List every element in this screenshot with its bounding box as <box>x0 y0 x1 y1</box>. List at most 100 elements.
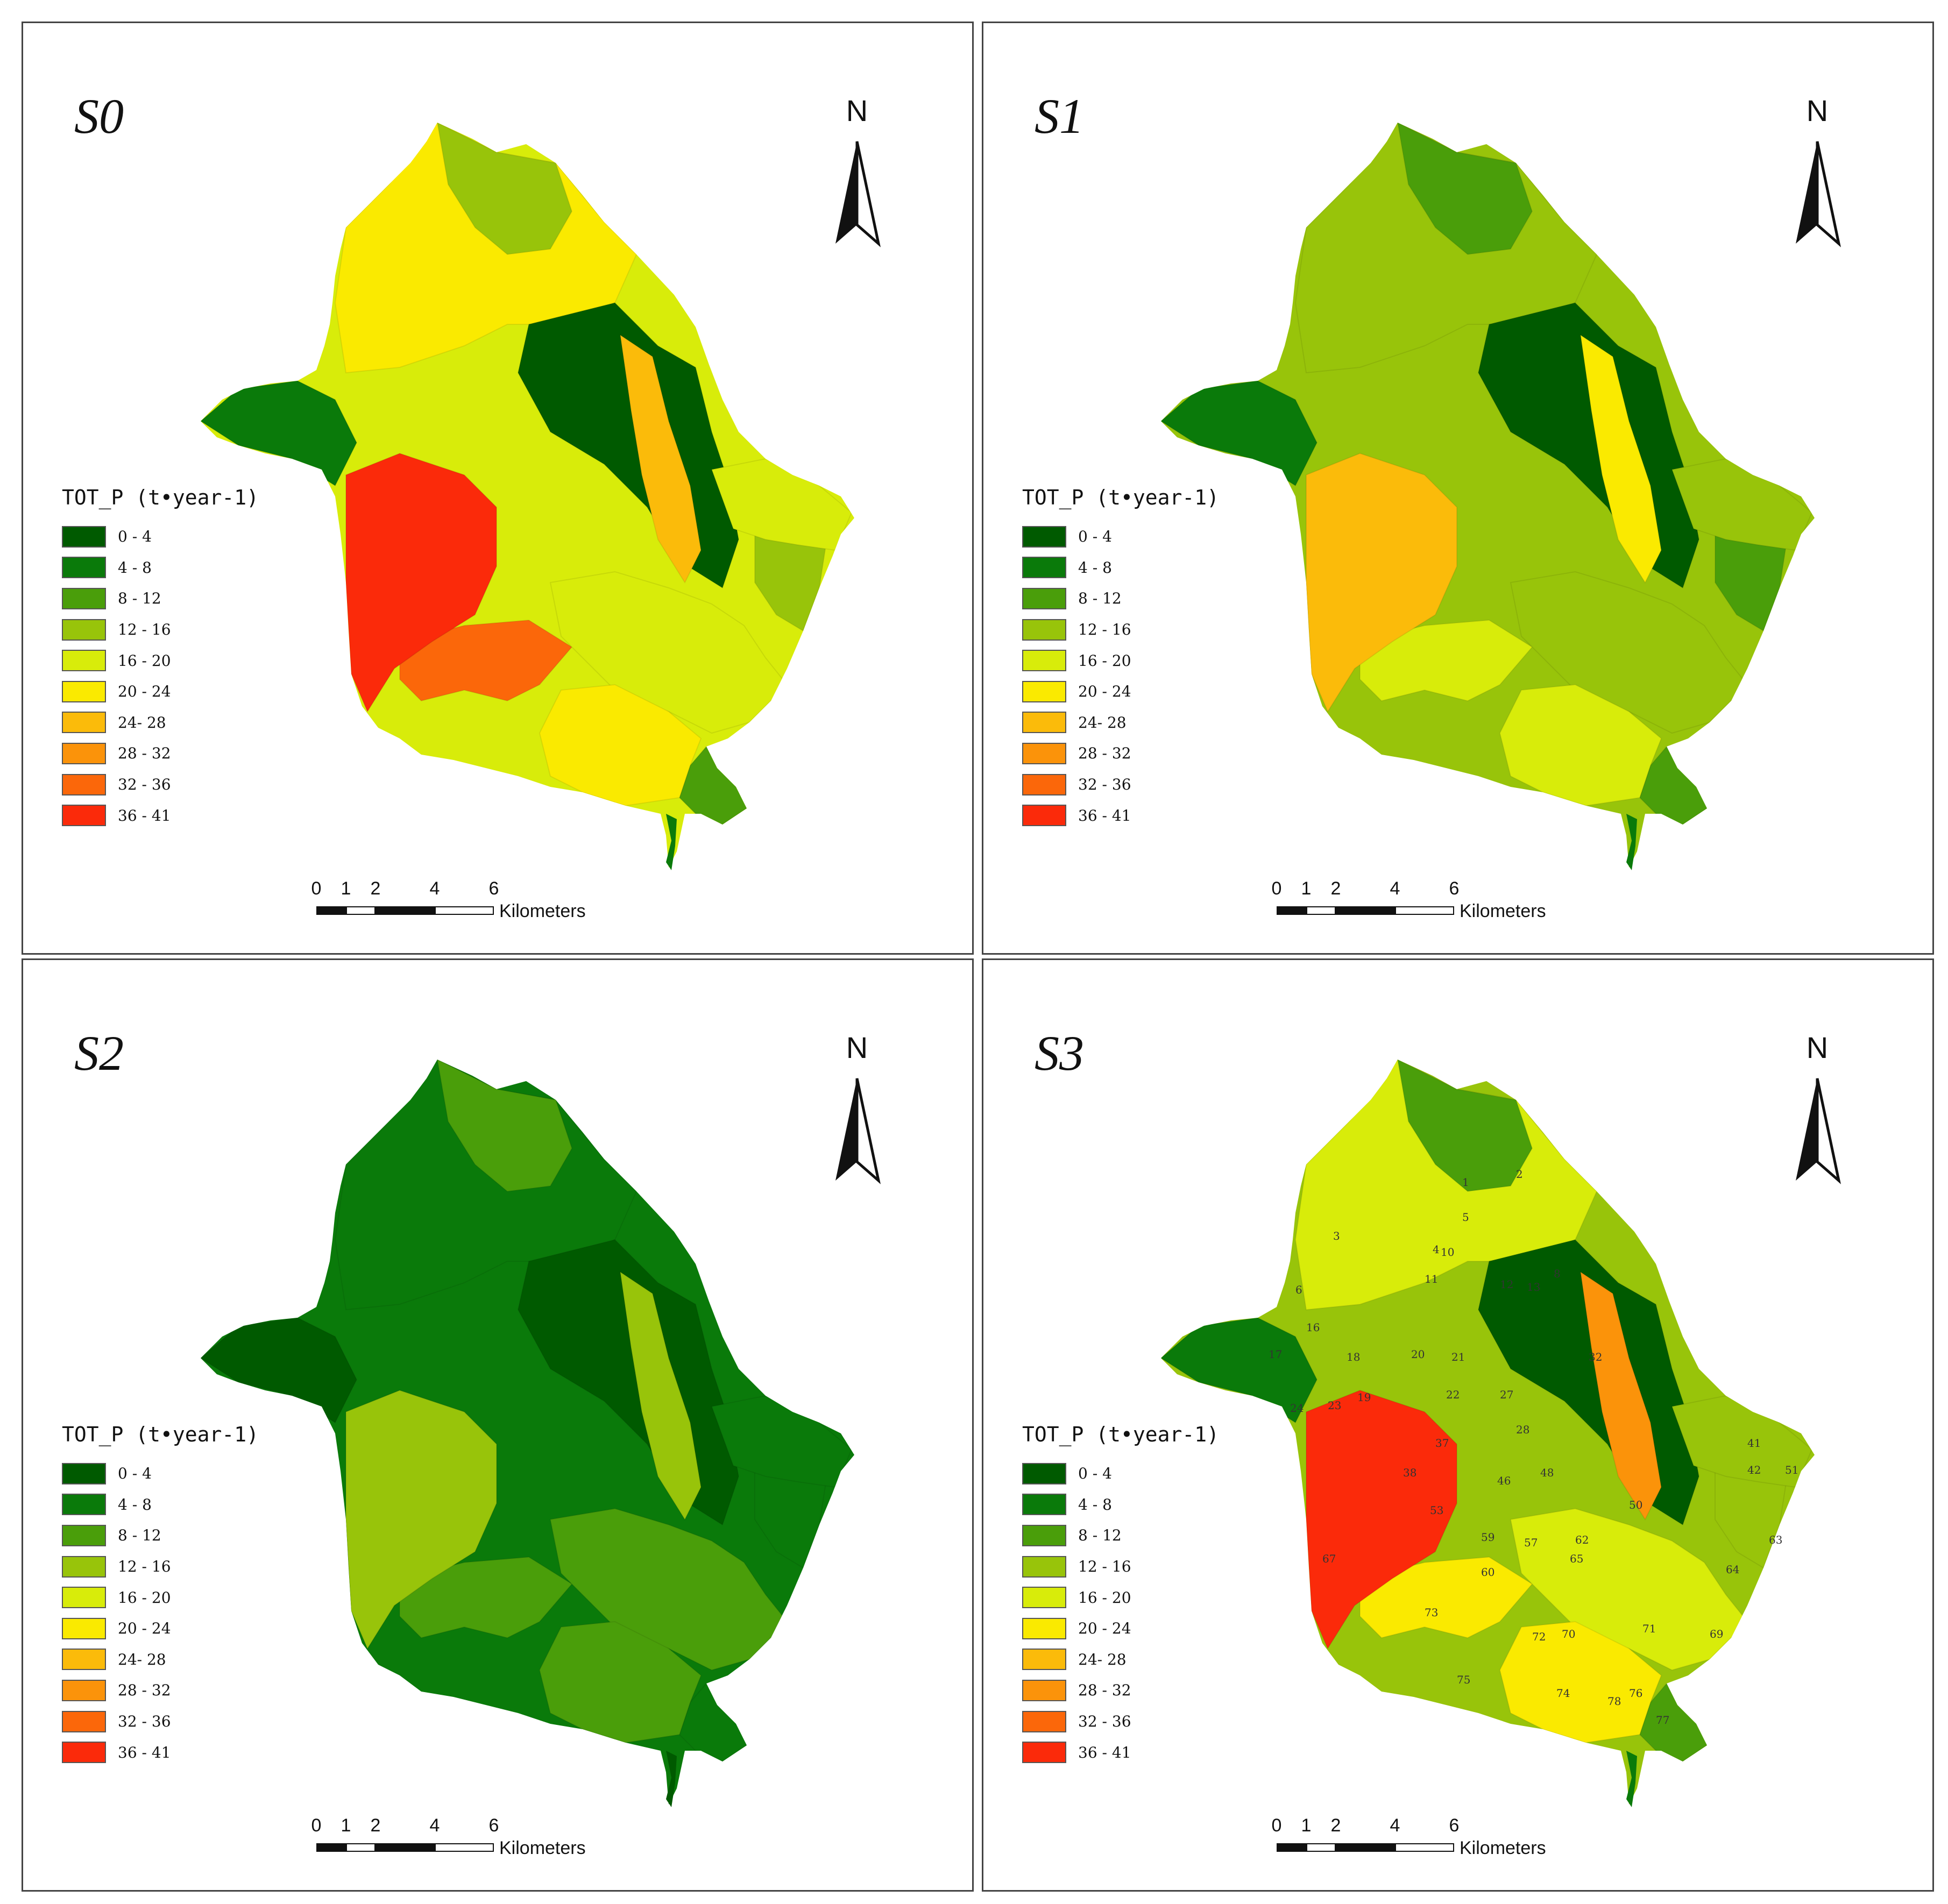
subbasin-label: 51 <box>1785 1463 1798 1476</box>
subbasin-region <box>549 571 788 734</box>
legend-label: 20 - 24 <box>1078 1619 1131 1638</box>
scale-segment <box>1395 1843 1454 1852</box>
legend-swatch <box>62 525 106 548</box>
subbasin-label: 67 <box>1322 1552 1336 1565</box>
legend-item: 0 - 4 <box>1022 1458 1219 1489</box>
legend-label: 12 - 16 <box>118 1558 171 1576</box>
subbasin-label: 1 <box>1462 1176 1469 1189</box>
scale-tick-label: 4 <box>1390 878 1400 899</box>
legend-swatch <box>62 1710 106 1732</box>
legend-title: TOT_P (t•year-1) <box>1022 486 1220 509</box>
legend-swatch <box>1022 1555 1066 1578</box>
subbasin-region <box>345 452 497 713</box>
scale-tick-label: 4 <box>1390 1815 1400 1836</box>
scale-tick-label: 1 <box>341 878 351 899</box>
subbasin-label: 42 <box>1747 1463 1761 1476</box>
outlet-stream <box>666 1751 677 1807</box>
scale-units: Kilometers <box>499 901 586 921</box>
subbasin-label: 72 <box>1532 1630 1546 1643</box>
legend-swatch <box>62 1742 106 1764</box>
scale-segment <box>435 906 494 915</box>
legend-item: 28 - 32 <box>62 738 259 769</box>
scale-tick-label: 4 <box>429 1815 440 1836</box>
legend-swatch <box>62 680 106 702</box>
watershed-map <box>201 1060 854 1807</box>
legend-item: 4 - 8 <box>62 552 259 584</box>
subbasin-label: 75 <box>1457 1673 1470 1686</box>
scale-bar: 0 1 2 4 6 Kilometers <box>1272 1815 1578 1858</box>
subbasin-label: 38 <box>1403 1466 1416 1479</box>
legend-swatch <box>62 587 106 609</box>
legend-label: 8 - 12 <box>1078 1526 1122 1545</box>
legend-swatch <box>1022 712 1066 734</box>
subbasin-region <box>1306 452 1457 713</box>
legend-swatch <box>62 1617 106 1639</box>
legend-item: 24- 28 <box>1022 1644 1219 1675</box>
legend-item: 36 - 41 <box>62 1737 259 1768</box>
scale-tick-label: 6 <box>488 1815 499 1836</box>
legend-item: 32 - 36 <box>1022 769 1219 800</box>
legend-item: 12 - 16 <box>62 614 259 645</box>
subbasin-label: 17 <box>1269 1348 1282 1361</box>
subbasin-label: 48 <box>1540 1466 1554 1479</box>
subbasin-label: 53 <box>1430 1504 1443 1517</box>
legend-label: 16 - 20 <box>1078 1588 1131 1607</box>
subbasin-label: 59 <box>1481 1531 1494 1544</box>
legend-item: 36 - 41 <box>1022 1737 1219 1768</box>
subbasin-label: 63 <box>1769 1533 1782 1546</box>
map-panel-s3: S3 1 2 3 4 5 6 8 10 11 12 13 16 17 18 19 20 21 22 23 24 27 28… <box>982 958 1934 1892</box>
legend-swatch <box>62 650 106 672</box>
subbasin-region <box>1510 1508 1748 1671</box>
watershed-map <box>201 123 854 870</box>
legend-swatch <box>1022 1462 1066 1484</box>
scale-segment <box>1306 906 1336 915</box>
scale-segment <box>1277 906 1306 915</box>
legend-swatch <box>62 1524 106 1546</box>
scale-segment <box>346 906 376 915</box>
north-arrow-icon <box>835 1078 881 1184</box>
legend-item: 28 - 32 <box>62 1675 259 1706</box>
subbasin-label: 11 <box>1425 1273 1438 1285</box>
subbasin-label: 10 <box>1441 1246 1454 1259</box>
subbasin-region <box>1359 1556 1533 1639</box>
legend-label: 12 - 16 <box>118 621 171 639</box>
subbasin-label: 12 <box>1500 1278 1513 1291</box>
subbasin-label: 3 <box>1333 1230 1340 1242</box>
scale-bar: 0 1 2 4 6 Kilometers <box>1272 878 1578 921</box>
outlet-stream <box>1626 814 1637 870</box>
legend-label: 0 - 4 <box>1078 528 1112 546</box>
subbasin-label: 22 <box>1446 1388 1460 1401</box>
legend-swatch <box>62 1649 106 1671</box>
legend-item: 20 - 24 <box>1022 1613 1219 1644</box>
subbasin-region <box>619 1270 702 1521</box>
panel-title: S1 <box>1035 89 1084 144</box>
subbasin-region <box>1359 619 1533 702</box>
legend-label: 12 - 16 <box>1078 1558 1131 1576</box>
subbasin-region <box>1397 123 1533 255</box>
scale-tick-label: 0 <box>311 1815 322 1836</box>
subbasin-region <box>201 1317 358 1424</box>
subbasin-label: 19 <box>1357 1391 1371 1404</box>
scale-tick-label: 0 <box>1271 1815 1282 1836</box>
subbasin-region <box>619 333 702 584</box>
legend-label: 4 - 8 <box>118 558 152 577</box>
legend-swatch <box>1022 805 1066 827</box>
legend-item: 8 - 12 <box>62 1520 259 1551</box>
legend-item: 12 - 16 <box>62 1551 259 1582</box>
north-arrow-label: N <box>846 1031 868 1064</box>
legend-swatch <box>62 557 106 579</box>
scale-tick-label: 2 <box>370 878 381 899</box>
legend-item: 8 - 12 <box>62 583 259 614</box>
legend-swatch <box>62 619 106 641</box>
subbasin-label: 24 <box>1290 1402 1304 1415</box>
legend-item: 0 - 4 <box>1022 521 1219 552</box>
subbasin-label: 27 <box>1500 1388 1513 1401</box>
subbasin-label: 32 <box>1589 1351 1602 1363</box>
legend-swatch <box>1022 525 1066 548</box>
legend-item: 24- 28 <box>1022 707 1219 738</box>
subbasin-region <box>549 1508 788 1671</box>
legend-item: 12 - 16 <box>1022 1551 1219 1582</box>
scale-segment <box>1395 906 1454 915</box>
legend-item: 28 - 32 <box>1022 738 1219 769</box>
subbasin-region <box>1161 1317 1318 1424</box>
